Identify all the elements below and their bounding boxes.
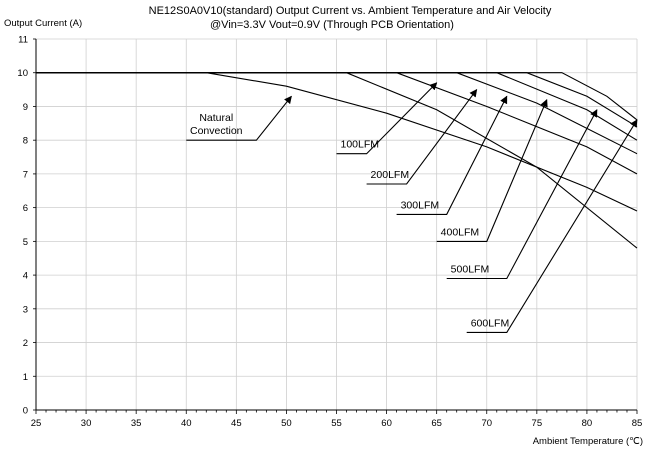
annotation-label: 100LFM	[341, 139, 380, 151]
x-tick-label: 50	[281, 418, 292, 429]
axes	[33, 38, 638, 414]
series-lines	[36, 72, 638, 249]
x-tick-label: 65	[431, 418, 442, 429]
grid	[36, 38, 638, 410]
y-tick-label: 11	[18, 35, 28, 46]
y-tick-label: 10	[17, 68, 28, 79]
y-axis-label: Output Current (A)	[4, 18, 82, 29]
annotation-leader	[186, 95, 292, 141]
y-tick-label: 5	[23, 237, 28, 248]
annotation-leader	[466, 119, 638, 333]
series-line	[36, 72, 638, 121]
x-tick-label: 80	[582, 418, 593, 429]
chart-subtitle: @Vin=3.3V Vout=0.9V (Through PCB Orienta…	[210, 19, 454, 31]
x-tick-label: 85	[632, 418, 643, 429]
annotation-label: Natural	[199, 112, 233, 124]
x-tick-label: 55	[331, 418, 342, 429]
y-tick-label: 1	[23, 372, 28, 383]
y-tick-label: 7	[23, 169, 28, 180]
y-tick-label: 8	[23, 136, 28, 147]
x-tick-label: 60	[381, 418, 392, 429]
y-tick-label: 4	[23, 271, 28, 282]
y-tick-label: 2	[23, 338, 28, 349]
x-tick-label: 30	[81, 418, 92, 429]
x-axis-label: Ambient Temperature (℃)	[533, 436, 643, 447]
annotation-leader	[446, 109, 598, 280]
annotation-label: 600LFM	[471, 317, 510, 329]
x-tick-label: 25	[31, 418, 42, 429]
chart-title: NE12S0A0V10(standard) Output Current vs.…	[149, 5, 552, 17]
y-tick-label: 9	[23, 102, 28, 113]
annotation-label: Convection	[190, 125, 243, 137]
x-tick-label: 75	[532, 418, 543, 429]
annotation-leader	[396, 95, 508, 215]
y-tick-label: 3	[23, 304, 28, 315]
x-tick-label: 45	[231, 418, 242, 429]
x-tick-label: 40	[181, 418, 192, 429]
annotation-label: 500LFM	[451, 263, 490, 275]
x-tick-label: 70	[481, 418, 492, 429]
x-tick-label: 35	[131, 418, 142, 429]
annotation-label: 400LFM	[441, 226, 480, 238]
annotation-leader	[336, 82, 438, 155]
annotation-leader	[436, 98, 548, 242]
annotation-leader	[366, 88, 478, 185]
y-tick-label: 0	[23, 406, 28, 417]
annotation-label: 300LFM	[401, 199, 440, 211]
annotation-label: 200LFM	[371, 169, 410, 181]
y-tick-label: 6	[23, 203, 28, 214]
